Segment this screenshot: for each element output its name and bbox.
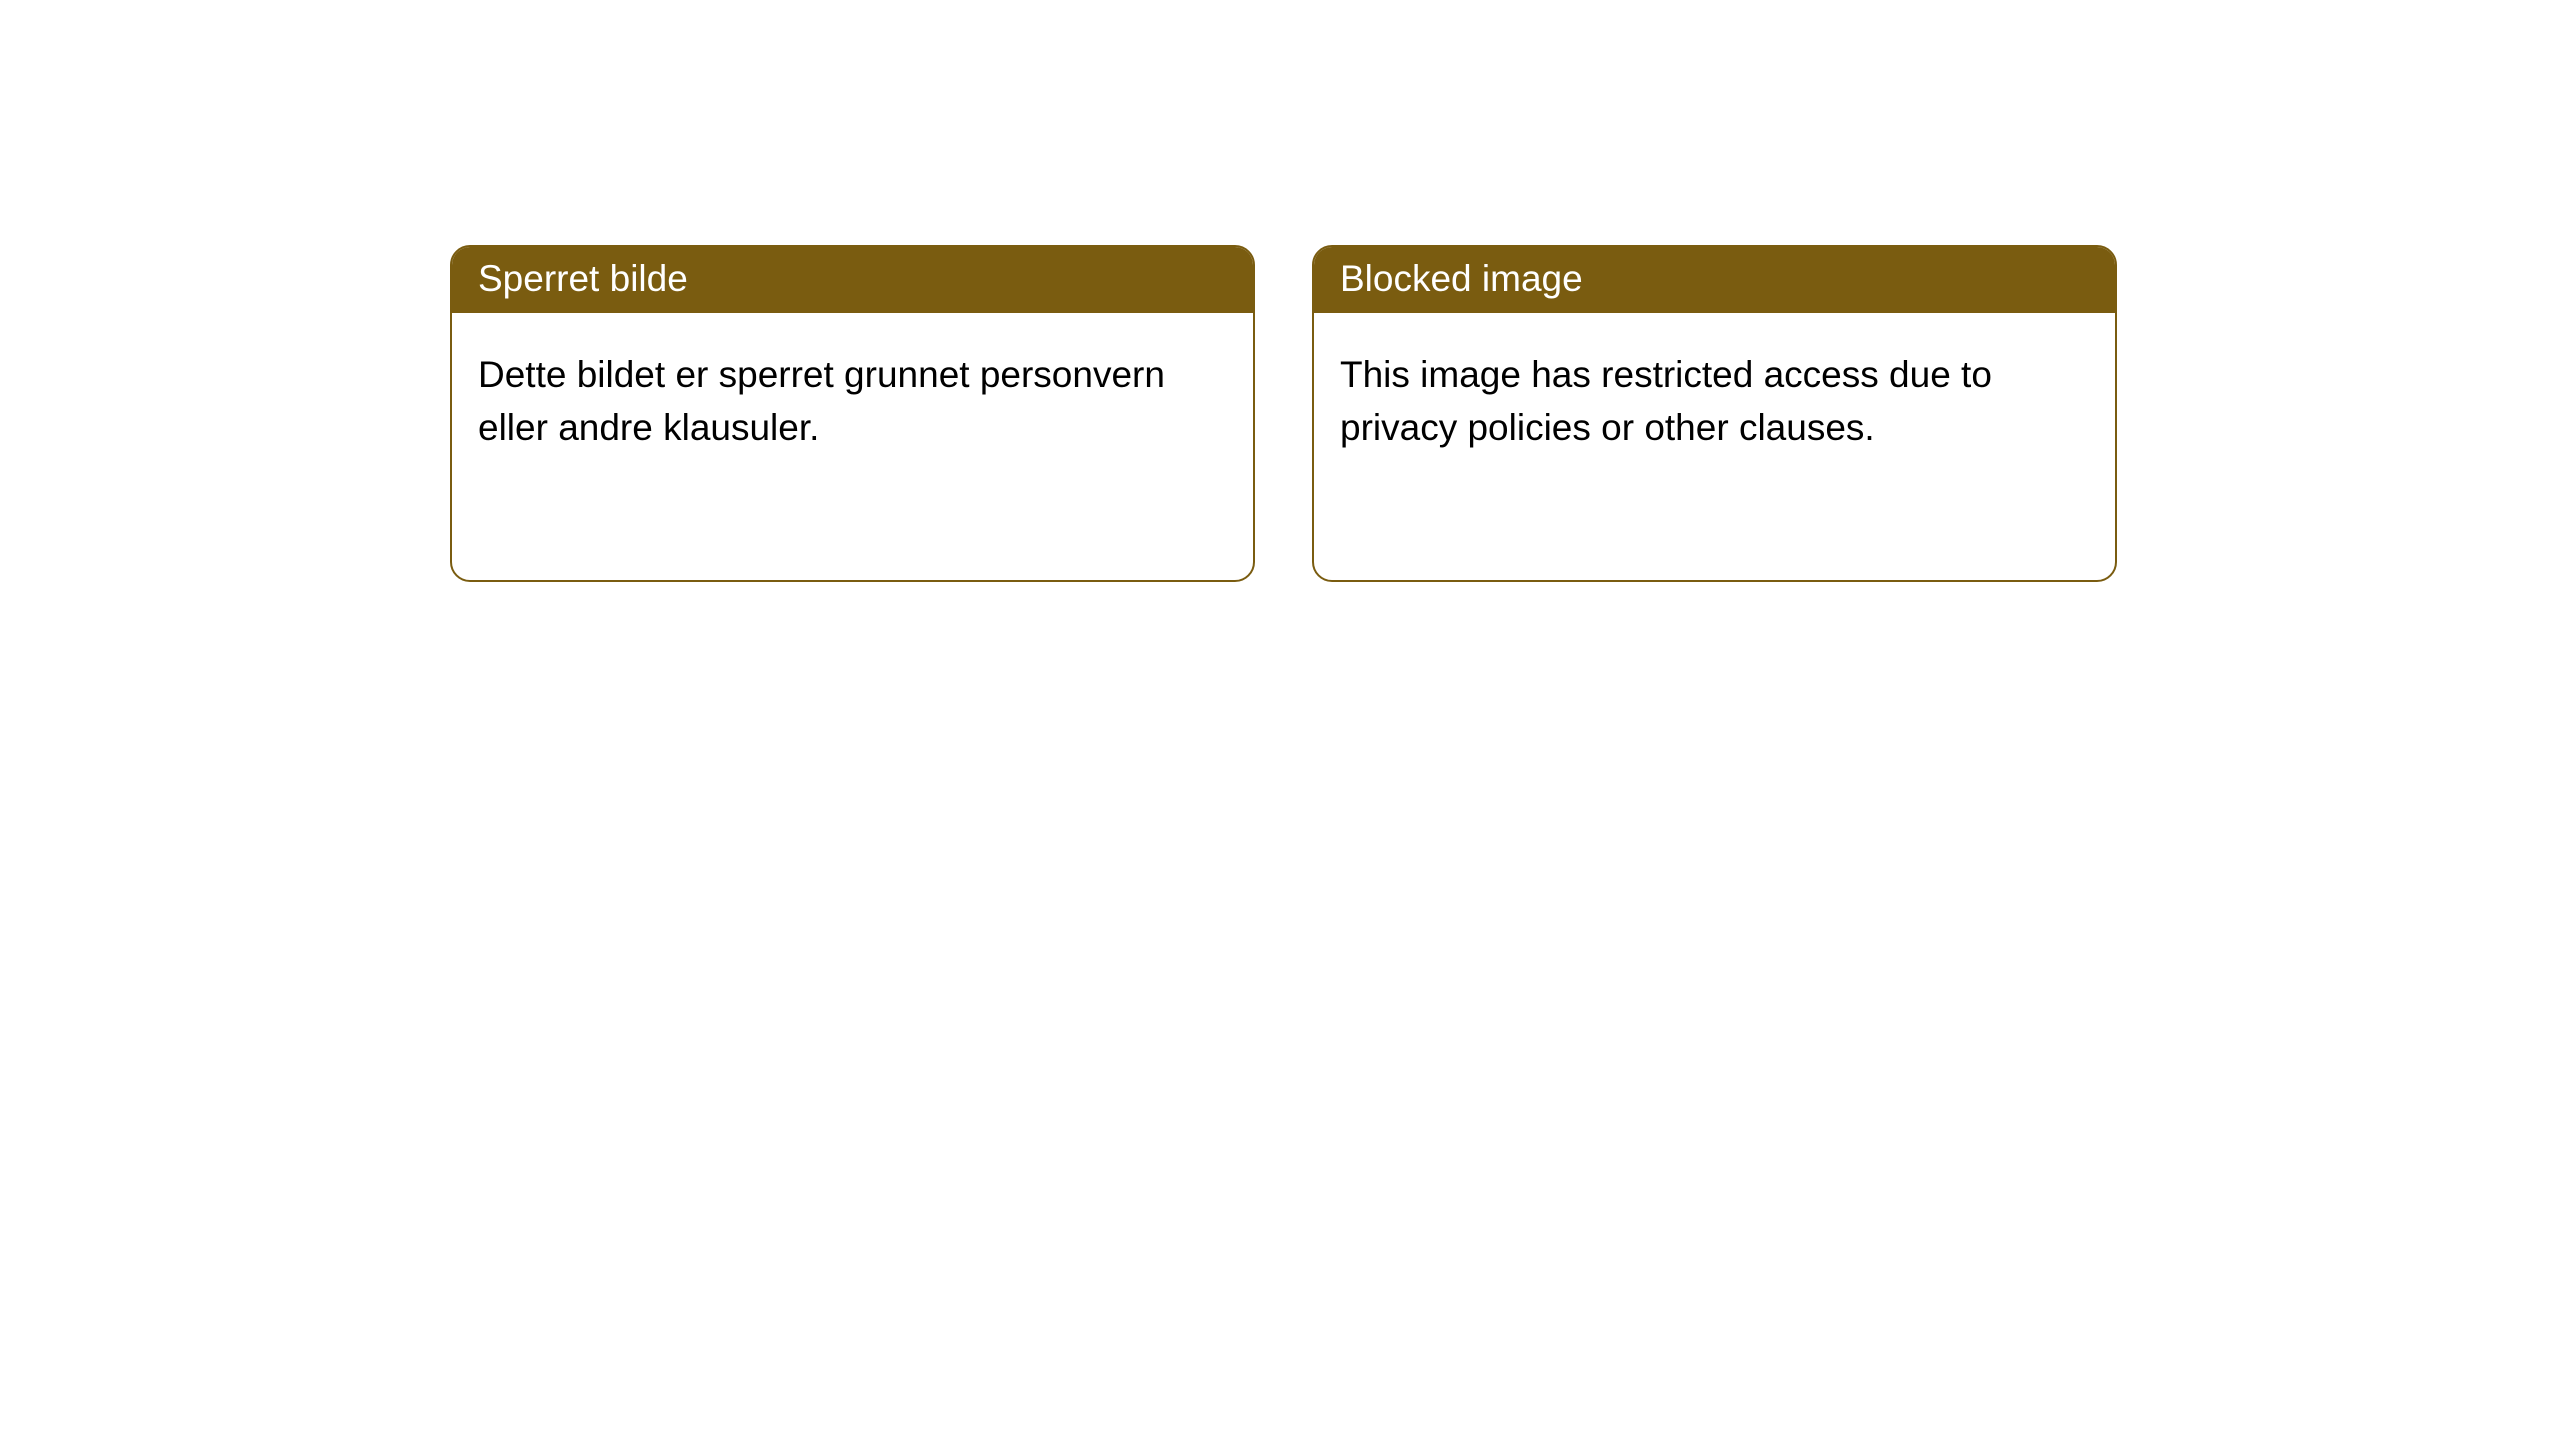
card-body: Dette bildet er sperret grunnet personve…	[452, 313, 1253, 490]
blocked-image-card-no: Sperret bilde Dette bildet er sperret gr…	[450, 245, 1255, 582]
blocked-image-card-en: Blocked image This image has restricted …	[1312, 245, 2117, 582]
notice-container: Sperret bilde Dette bildet er sperret gr…	[0, 0, 2560, 582]
card-header: Blocked image	[1314, 247, 2115, 313]
card-body: This image has restricted access due to …	[1314, 313, 2115, 490]
card-header: Sperret bilde	[452, 247, 1253, 313]
